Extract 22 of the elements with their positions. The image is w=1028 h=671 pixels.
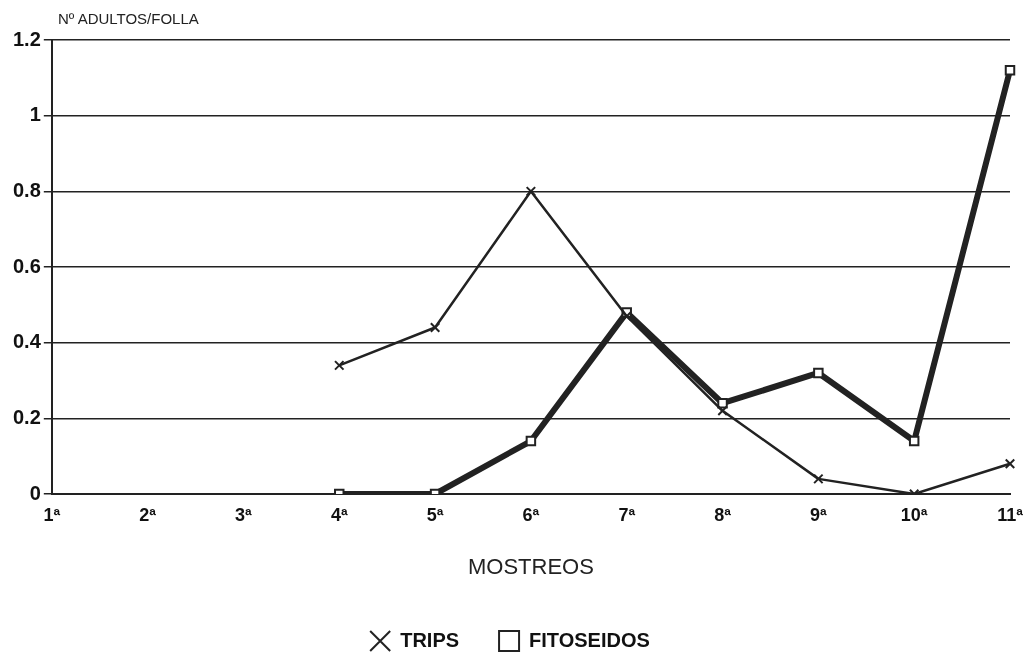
- y-tick-label: 0: [29, 481, 41, 504]
- x-tick-label: 2ª: [139, 504, 157, 525]
- x-axis-title: MOSTREOS: [467, 553, 594, 579]
- x-tick-label: 4ª: [330, 504, 348, 525]
- x-tick-label: 6ª: [522, 504, 540, 525]
- x-tick-label: 8ª: [714, 504, 732, 525]
- y-tick-label: 0.4: [12, 330, 42, 353]
- x-tick-label: 3ª: [235, 504, 253, 525]
- x-tick-label: 11ª: [997, 504, 1024, 525]
- y-tick-label: 0.6: [12, 254, 41, 277]
- x-tick-label: 7ª: [618, 504, 636, 525]
- x-tick-label: 9ª: [810, 504, 828, 525]
- x-tick-label: 1ª: [43, 504, 61, 525]
- y-tick-label: 0.8: [12, 178, 41, 201]
- y-tick-label: 0.2: [12, 405, 41, 428]
- x-tick-label: 5ª: [426, 504, 444, 525]
- x-tick-label: 10ª: [900, 504, 928, 525]
- legend-label: TRIPS: [400, 628, 460, 651]
- y-tick-label: 1: [29, 103, 41, 126]
- y-axis-title: Nº ADULTOS/FOLLA: [58, 10, 199, 27]
- legend-label: FITOSEIDOS: [529, 628, 650, 651]
- y-tick-label: 1.2: [12, 27, 41, 50]
